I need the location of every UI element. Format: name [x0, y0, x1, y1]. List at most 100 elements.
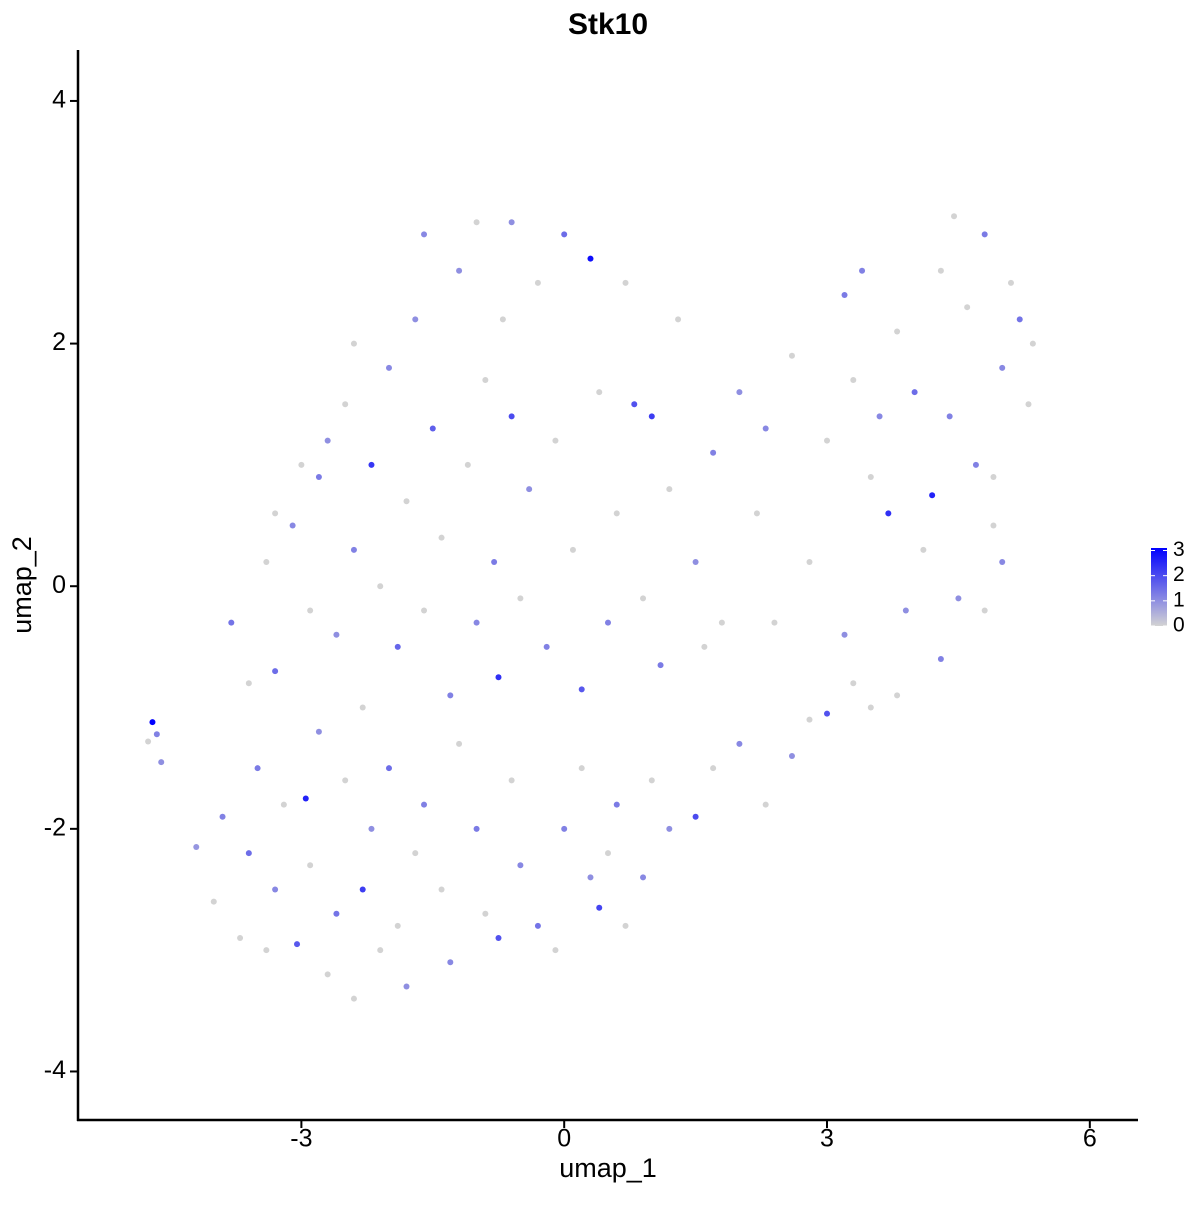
- point: [482, 376, 489, 383]
- point: [543, 643, 550, 650]
- point: [867, 474, 874, 481]
- point: [210, 898, 217, 905]
- point: [937, 267, 944, 274]
- point: [263, 558, 270, 565]
- point: [482, 910, 489, 917]
- point: [657, 662, 664, 669]
- point: [596, 389, 603, 396]
- colorbar-label: 2: [1173, 563, 1185, 586]
- point: [377, 583, 384, 590]
- point: [824, 710, 831, 717]
- point: [876, 413, 883, 420]
- point: [964, 304, 971, 311]
- point: [394, 643, 401, 650]
- point: [1007, 279, 1014, 286]
- point: [569, 546, 576, 553]
- point: [990, 474, 997, 481]
- point: [631, 401, 638, 408]
- point: [412, 316, 419, 323]
- point: [859, 267, 866, 274]
- colorbar: [1151, 548, 1167, 626]
- point: [280, 801, 287, 808]
- point: [736, 389, 743, 396]
- point: [937, 656, 944, 663]
- point: [517, 862, 524, 869]
- point: [385, 364, 392, 371]
- point: [1016, 316, 1023, 323]
- point: [762, 801, 769, 808]
- point: [158, 759, 165, 766]
- point: [254, 765, 261, 772]
- point: [762, 425, 769, 432]
- point: [710, 765, 717, 772]
- y-axis-label: umap_2: [7, 536, 37, 634]
- point: [412, 850, 419, 857]
- point: [508, 219, 515, 226]
- point: [324, 971, 331, 978]
- point: [561, 231, 568, 238]
- point: [920, 546, 927, 553]
- point: [666, 825, 673, 832]
- point: [894, 692, 901, 699]
- point: [990, 522, 997, 529]
- y-tick-label: 2: [52, 328, 66, 356]
- point: [298, 461, 305, 468]
- point: [526, 486, 533, 493]
- point: [473, 219, 480, 226]
- point: [552, 437, 559, 444]
- point: [421, 801, 428, 808]
- point: [350, 546, 357, 553]
- point: [806, 716, 813, 723]
- point: [473, 619, 480, 626]
- point: [333, 910, 340, 917]
- point: [850, 680, 857, 687]
- point: [245, 850, 252, 857]
- point: [272, 886, 279, 893]
- point: [464, 461, 471, 468]
- point: [578, 686, 585, 693]
- point: [605, 850, 611, 857]
- point: [596, 904, 603, 911]
- point: [640, 595, 647, 602]
- point: [902, 607, 909, 614]
- chart-title: Stk10: [568, 8, 648, 41]
- point: [999, 364, 1006, 371]
- point: [421, 231, 428, 238]
- point: [315, 474, 322, 481]
- point: [245, 680, 252, 687]
- point: [447, 959, 454, 966]
- point: [368, 825, 375, 832]
- point: [753, 510, 760, 517]
- point: [1029, 340, 1036, 347]
- point: [342, 777, 349, 784]
- point: [613, 801, 620, 808]
- point: [429, 425, 436, 432]
- point: [867, 704, 874, 711]
- point: [272, 510, 279, 517]
- point: [342, 401, 349, 408]
- point: [456, 267, 463, 274]
- point: [302, 795, 309, 802]
- point: [491, 558, 498, 565]
- point: [508, 777, 515, 784]
- point: [1025, 401, 1032, 408]
- point: [534, 279, 541, 286]
- point: [403, 983, 410, 990]
- x-tick-label: 6: [1083, 1125, 1097, 1153]
- point: [605, 619, 611, 626]
- point: [981, 231, 988, 238]
- point: [841, 292, 848, 299]
- point: [534, 922, 541, 929]
- point: [438, 886, 445, 893]
- point: [377, 947, 384, 954]
- point: [272, 668, 279, 675]
- point: [640, 874, 647, 881]
- point: [333, 631, 340, 638]
- point: [289, 522, 296, 529]
- point: [368, 461, 375, 468]
- point: [438, 534, 445, 541]
- y-tick-label: 0: [52, 571, 66, 599]
- point: [710, 449, 717, 456]
- point: [666, 486, 673, 493]
